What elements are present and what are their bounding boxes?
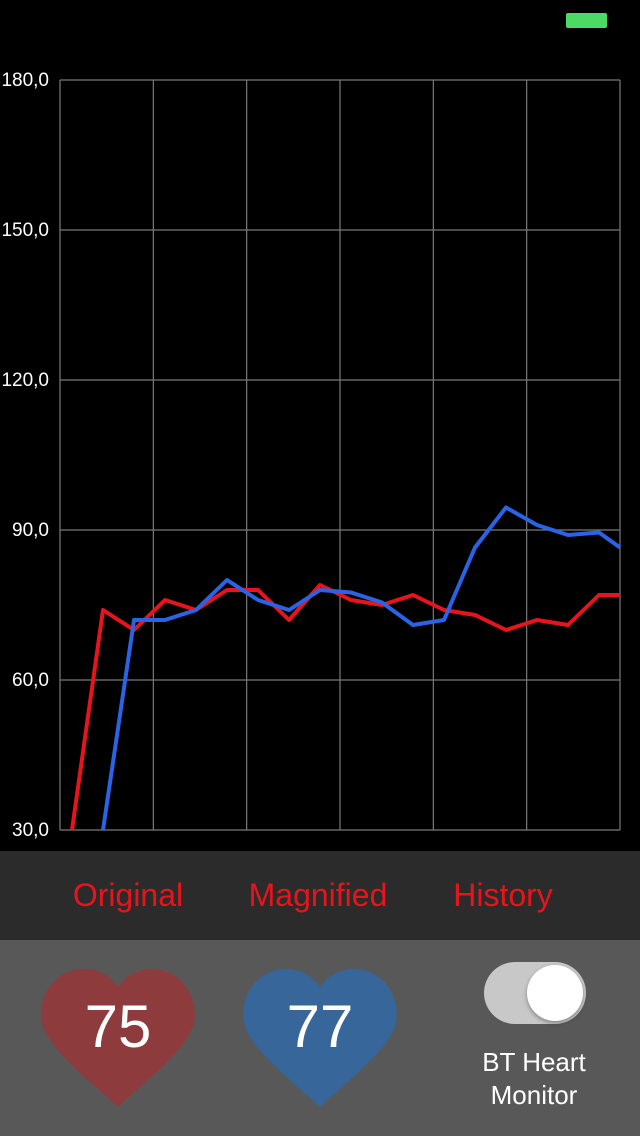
y-tick-label: 150,0 [1,220,49,241]
heart-rate-series-line-1 [70,583,620,831]
heart-rate-series-line-2 [101,505,622,831]
original-bpm-value: 75 [84,993,152,1060]
y-tick-label: 180,0 [1,70,49,91]
heart-icon [41,969,195,1107]
tab-magnified[interactable]: Magnified [248,877,388,913]
bt-heart-monitor-toggle[interactable] [484,962,586,1024]
toggle-label: BT Heart Monitor [482,1047,586,1110]
y-tick-label: 60,0 [12,670,49,691]
chart-svg: 30,0 60,0 90,0 120,0 150,0 180,0 [1,70,622,841]
toggle-knob[interactable] [527,965,583,1021]
bottom-panel: 75 77 BT Heart Monitor [0,940,640,1136]
battery-icon [566,13,607,28]
magnified-bpm-value: 77 [286,993,354,1060]
y-tick-label: 30,0 [12,820,49,841]
y-tick-label: 120,0 [1,370,49,391]
magnified-heart-rate: 77 [242,967,398,1109]
status-bar [0,0,640,40]
original-heart-rate: 75 [40,967,196,1109]
tab-history[interactable]: History [453,877,553,913]
tab-original[interactable]: Original [72,877,184,913]
view-tab-bar: Original Magnified History [0,851,640,940]
heart-icon [243,969,397,1107]
heart-rate-chart: 30,0 60,0 90,0 120,0 150,0 180,0 [0,40,640,850]
y-tick-label: 90,0 [12,520,49,541]
